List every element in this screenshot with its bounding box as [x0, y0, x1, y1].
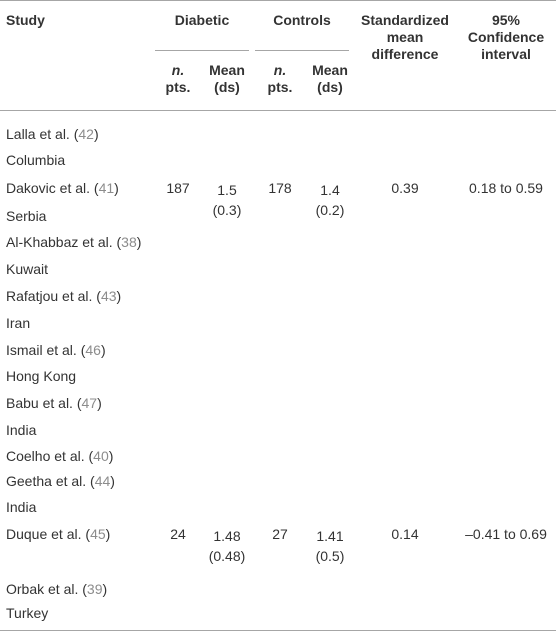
table-row: Iran — [6, 315, 31, 331]
controls-n-cell: 27 — [272, 526, 288, 542]
table-row: Duque et al. (45) — [6, 526, 111, 542]
smd-cell: 0.39 — [391, 180, 419, 196]
controls-mean-cell: 1.4 (0.2) — [315, 182, 345, 218]
diabetic-n-cell: 187 — [166, 180, 190, 196]
header-study: Study — [6, 12, 45, 28]
header-bottom-rule — [0, 110, 556, 111]
header-diabetic-mean: Mean (ds) — [209, 62, 245, 95]
table-row: Turkey — [6, 605, 49, 621]
table-row: Coelho et al. (40) — [6, 448, 114, 464]
table-row: Rafatjou et al. (43) — [6, 288, 122, 304]
controls-group-rule — [255, 50, 349, 51]
header-controls: Controls — [273, 12, 331, 28]
table-top-rule — [0, 0, 556, 1]
table-row: Kuwait — [6, 261, 49, 277]
diabetic-group-rule — [155, 50, 249, 51]
table-row: Lalla et al. (42) — [6, 126, 99, 142]
diabetic-mean-cell: 1.5 (0.3) — [212, 182, 242, 218]
table-row: Babu et al. (47) — [6, 395, 102, 411]
table-row: Dakovic et al. (41) — [6, 180, 119, 196]
table-row: Hong Kong — [6, 368, 77, 384]
header-controls-n: n. pts. — [267, 62, 293, 95]
controls-mean-cell: 1.41 (0.5) — [315, 528, 345, 564]
smd-cell: 0.14 — [391, 526, 419, 542]
table-row: Al-Khabbaz et al. (38) — [6, 234, 142, 250]
table-row: Geetha et al. (44) — [6, 473, 115, 489]
table-bottom-rule — [0, 630, 556, 631]
diabetic-mean-cell: 1.48 (0.48) — [208, 528, 246, 564]
table-row: Serbia — [6, 208, 47, 224]
header-diabetic-n: n. pts. — [165, 62, 191, 95]
ci-cell: –0.41 to 0.69 — [465, 526, 547, 542]
header-controls-mean: Mean (ds) — [312, 62, 348, 95]
table-row: Orbak et al. (39) — [6, 581, 108, 597]
ci-cell: 0.18 to 0.59 — [469, 180, 543, 196]
diabetic-n-cell: 24 — [170, 526, 186, 542]
header-smd: Standardized mean difference — [361, 12, 449, 62]
table-row: Columbia — [6, 152, 66, 168]
controls-n-cell: 178 — [268, 180, 292, 196]
table-row: India — [6, 499, 37, 515]
table-row: Ismail et al. (46) — [6, 342, 106, 358]
table-row: India — [6, 422, 37, 438]
header-ci: 95% Confidence interval — [467, 12, 545, 62]
header-diabetic: Diabetic — [174, 12, 230, 28]
